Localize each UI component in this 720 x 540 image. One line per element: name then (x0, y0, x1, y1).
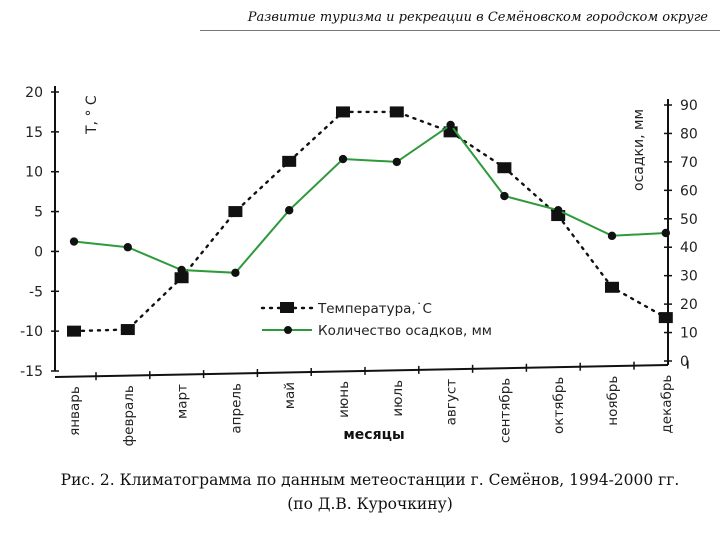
left-tick-label-1: 15 (25, 125, 43, 141)
x-tick-label-8: сентябрь (497, 378, 513, 443)
x-tick-label-10: ноябрь (605, 376, 621, 426)
series-precipitation-line (73, 123, 666, 274)
temperature-point-7 (443, 126, 458, 138)
right-tick-label-3: 60 (680, 183, 698, 199)
precipitation-point-5 (338, 154, 348, 164)
left-tick-label-4: 0 (34, 244, 43, 260)
page-header: Развитие туризма и рекреации в Семёновск… (247, 10, 708, 25)
x-tick-label-1: февраль (121, 385, 137, 446)
x-tick-label-5: июнь (336, 381, 352, 418)
x-tick-label-2: март (175, 384, 191, 419)
x-tick-label-6: июль (390, 380, 406, 417)
legend-precipitation-marker (284, 326, 292, 334)
precipitation-point-3 (231, 268, 240, 278)
left-tick-label-6: -10 (20, 324, 43, 340)
precipitation-point-9 (554, 206, 563, 215)
caption-line-1: Рис. 2. Климатограмма по данным метеоста… (60, 471, 680, 489)
right-tick-label-8: 10 (680, 326, 698, 342)
caption-line-2: (по Д.В. Курочкину) (287, 495, 453, 513)
precipitation-point-6 (392, 157, 401, 167)
series-temperature-line (72, 110, 667, 333)
right-tick-label-9: 0 (680, 354, 689, 370)
temperature-point-11 (658, 312, 673, 324)
temperature-point-8 (497, 162, 512, 174)
figure-caption: Рис. 2. Климатограмма по данным метеоста… (40, 468, 700, 516)
x-tick-label-3: апрель (228, 383, 244, 434)
precipitation-point-2 (177, 265, 186, 275)
right-axis-label: осадки, мм (631, 109, 647, 191)
temperature-point-10 (605, 281, 619, 293)
precipitation-point-11 (661, 228, 670, 238)
left-tick-label-7: -15 (20, 364, 43, 380)
legend-precipitation-label: Количество осадков, мм (318, 323, 492, 339)
legend: Температура,˙С Количество осадков, мм (260, 301, 492, 339)
x-axis-line (54, 364, 669, 378)
temperature-point-6 (389, 106, 404, 118)
left-tick-label-5: -5 (29, 284, 43, 300)
legend-temperature-marker (280, 302, 294, 313)
series-layer (67, 106, 673, 337)
precipitation-point-8 (500, 191, 509, 201)
temperature-point-5 (336, 106, 350, 118)
legend-temperature-label: Температура,˙С (317, 301, 432, 317)
temperature-point-3 (228, 206, 243, 218)
temperature-point-4 (282, 155, 297, 167)
header-divider (200, 30, 720, 31)
right-tick-label-4: 50 (680, 212, 698, 228)
temperature-point-1 (120, 324, 135, 336)
x-tick-label-11: декабрь (659, 375, 675, 434)
precipitation-point-7 (446, 120, 455, 130)
right-tick-label-1: 80 (680, 126, 698, 142)
x-tick-label-4: май (282, 382, 298, 409)
x-axis-label: месяцы (343, 427, 404, 443)
left-axis-label: T, ° C (84, 95, 100, 135)
x-tick-label-7: август (444, 379, 460, 426)
right-tick-label-7: 20 (680, 297, 698, 313)
precipitation-point-0 (69, 237, 79, 246)
temperature-point-2 (174, 272, 189, 284)
left-tick-label-3: 5 (34, 205, 43, 221)
x-tick-label-0: январь (67, 386, 83, 436)
left-tick-label-0: 20 (25, 85, 43, 101)
right-tick-label-5: 40 (680, 240, 698, 256)
right-tick-label-2: 70 (680, 155, 698, 171)
right-tick-label-0: 90 (680, 98, 698, 114)
precipitation-point-4 (285, 206, 294, 215)
precipitation-point-1 (123, 243, 132, 252)
temperature-point-9 (551, 210, 566, 222)
right-tick-label-6: 30 (680, 269, 698, 285)
precipitation-point-10 (607, 231, 617, 241)
temperature-point-0 (67, 325, 81, 337)
x-tick-label-9: октябрь (551, 377, 567, 434)
left-tick-label-2: 10 (25, 165, 43, 181)
